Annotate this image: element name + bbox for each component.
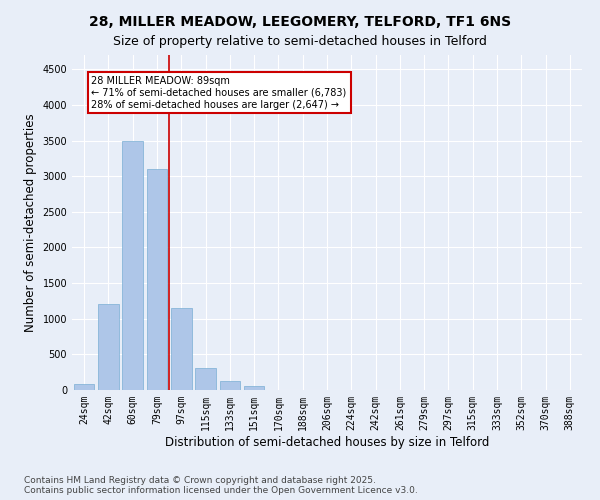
Text: 28 MILLER MEADOW: 89sqm
← 71% of semi-detached houses are smaller (6,783)
28% of: 28 MILLER MEADOW: 89sqm ← 71% of semi-de… — [91, 76, 347, 110]
Bar — [122, 140, 143, 390]
Bar — [146, 169, 167, 390]
Text: Contains HM Land Registry data © Crown copyright and database right 2025.
Contai: Contains HM Land Registry data © Crown c… — [24, 476, 418, 495]
Bar — [74, 384, 94, 390]
Bar — [195, 368, 216, 390]
Bar — [98, 304, 119, 390]
Text: 28, MILLER MEADOW, LEEGOMERY, TELFORD, TF1 6NS: 28, MILLER MEADOW, LEEGOMERY, TELFORD, T… — [89, 15, 511, 29]
Bar — [171, 308, 191, 390]
Y-axis label: Number of semi-detached properties: Number of semi-detached properties — [24, 113, 37, 332]
Bar — [244, 386, 265, 390]
Text: Size of property relative to semi-detached houses in Telford: Size of property relative to semi-detach… — [113, 35, 487, 48]
X-axis label: Distribution of semi-detached houses by size in Telford: Distribution of semi-detached houses by … — [165, 436, 489, 448]
Bar — [220, 380, 240, 390]
